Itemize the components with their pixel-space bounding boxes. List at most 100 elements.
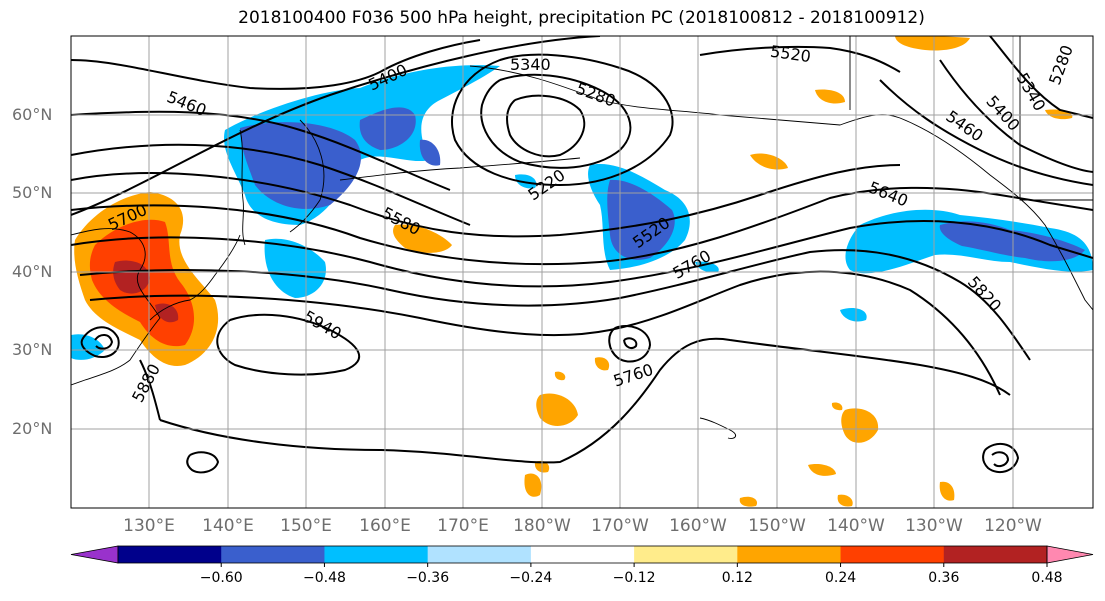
coast-japan: [149, 234, 241, 321]
contour-5580: [71, 164, 901, 238]
lat-label: 20°N: [12, 419, 52, 438]
coast-alaska: [469, 65, 1093, 311]
coast-aleutians: [339, 157, 581, 181]
contour-5280: [480, 73, 632, 169]
lon-label: 140°E: [202, 516, 254, 536]
coast-kamchatka: [289, 119, 325, 233]
colorbar-ticks: −0.60 −0.48 −0.36 −0.24 −0.12 0.12 0.24 0.36 0.4…: [200, 563, 1063, 586]
contour-5760: [79, 249, 1031, 361]
precip-warm-sub1: [536, 393, 578, 426]
coast-hawaii: [699, 417, 737, 439]
colorbar-bin: [840, 546, 945, 563]
lat-label: 40°N: [12, 262, 52, 281]
lon-label: 170°E: [437, 516, 489, 536]
colorbar-tick-label: −0.12: [613, 570, 656, 586]
contour-5340: [451, 53, 674, 187]
lon-label: 170°W: [591, 516, 649, 536]
precip-blue-east-dark: [939, 221, 1085, 262]
lon-label: 160°E: [359, 516, 411, 536]
precip-blue-central-dark: [607, 179, 675, 260]
precip-blue-dark3: [419, 139, 441, 166]
precip-warm-haw1: [841, 408, 879, 443]
lon-label: 130°W: [905, 516, 963, 536]
contour-5700: [71, 220, 1093, 288]
precip-blue-hawaii-ne: [840, 308, 867, 322]
precip-warm-haw3: [939, 481, 955, 501]
contour-ne-3: [879, 79, 1093, 186]
precip-blue-west: [71, 334, 105, 360]
colorbar: [70, 545, 1094, 564]
map-title: 2018100400 F036 500 hPa height, precipit…: [238, 8, 925, 28]
contour-east-low1: [982, 442, 1020, 474]
precip-warm-sub3: [524, 473, 542, 497]
colorbar-extend-high: [1046, 545, 1094, 564]
lon-label: 140°W: [827, 516, 885, 536]
colorbar-bin: [118, 546, 222, 563]
contour-5760-east: [71, 36, 601, 216]
contour-5940: [216, 313, 360, 376]
contour-5520-west: [71, 143, 471, 226]
contour-5520-ne: [699, 45, 901, 73]
contour-ne-1: [989, 36, 1093, 119]
colorbar-tick-label: 0.24: [825, 570, 856, 586]
coastlines: [71, 36, 1093, 439]
precip-warm-kuril: [393, 224, 452, 253]
colorbar-extend-low: [70, 545, 119, 564]
contour-small-sw: [186, 451, 220, 474]
precip-warm-top: [895, 36, 970, 51]
longitude-labels: 130°E 140°E 150°E 160°E 170°E 180°W 170°…: [123, 516, 1042, 536]
contour-ne-2: [939, 59, 1093, 173]
precip-darkred-japan: [155, 303, 179, 323]
colorbar-tick-label: −0.60: [200, 570, 243, 586]
height-contours: [71, 36, 1093, 474]
precip-warm-haw4: [837, 494, 853, 507]
precip-warm-haw2: [808, 464, 836, 476]
precip-blue-small2: [695, 261, 719, 273]
colorbar-tick-label: 0.12: [722, 570, 753, 586]
latitude-labels: 60°N 50°N 40°N 30°N 20°N: [12, 105, 52, 438]
lon-label: 150°W: [748, 516, 806, 536]
border-canada: [849, 36, 1093, 201]
lon-label: 130°E: [123, 516, 175, 536]
contour-typhoon1: [80, 326, 120, 358]
lon-label: 120°W: [984, 516, 1042, 536]
contour-5220: [506, 94, 586, 158]
colorbar-bin: [634, 546, 738, 563]
precip-warm-ak2: [750, 153, 788, 170]
colorbar-bin: [943, 546, 1048, 563]
contour-5760-loop: [608, 325, 652, 363]
lon-label: 180°W: [513, 516, 571, 536]
contour-5880: [139, 337, 1011, 464]
colorbar-tick-label: −0.36: [406, 570, 449, 586]
precip-blue-dark2: [359, 107, 416, 150]
colorbar-tick-label: 0.36: [928, 570, 959, 586]
contour-5820: [89, 270, 1001, 396]
colorbar-bin: [221, 546, 325, 563]
precip-blue-kurils: [264, 238, 326, 298]
plot-frame: [70, 35, 1094, 509]
colorbar-tick-label: −0.24: [509, 570, 552, 586]
precip-warm-small1: [554, 371, 566, 381]
colorbar-bin: [427, 546, 532, 563]
colorbar-tick-label: −0.48: [303, 570, 346, 586]
contour-east-low2: [991, 451, 1010, 468]
precip-blue-dark1: [240, 122, 361, 209]
contour-5460: [71, 110, 451, 191]
contour-label: 5340: [510, 55, 551, 74]
contour-5640: [71, 186, 1093, 266]
contour-small-mid: [623, 337, 638, 349]
colorbar-tick-label: 0.48: [1031, 570, 1062, 586]
lon-label: 160°W: [669, 516, 727, 536]
colorbar-bin: [324, 546, 429, 563]
lat-label: 60°N: [12, 105, 52, 124]
precip-warm-haw5: [739, 496, 758, 507]
precip-warm-small2: [831, 402, 843, 411]
contour-5400: [71, 39, 481, 90]
lat-label: 50°N: [12, 183, 52, 202]
precip-shading: [71, 36, 1093, 507]
colorbar-bin: [737, 546, 842, 563]
precip-warm-ak1: [815, 89, 845, 104]
gridlines: [71, 36, 1093, 508]
lon-label: 150°E: [280, 516, 332, 536]
